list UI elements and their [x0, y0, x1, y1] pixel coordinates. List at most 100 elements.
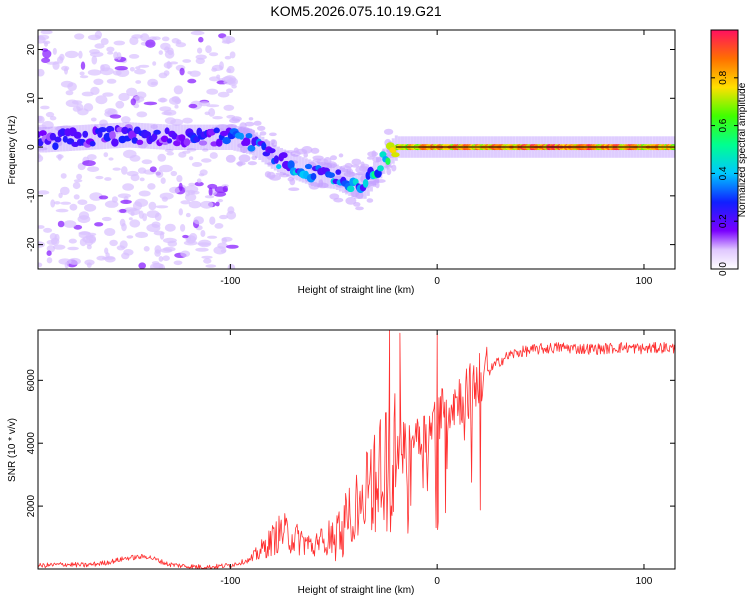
noise-blob — [217, 91, 230, 98]
snr-y-ticks: 2000 4000 6000 — [26, 369, 675, 517]
colorbar-tick-label: 0.6 — [718, 118, 729, 132]
noise-blob — [178, 151, 187, 158]
spectrogram-x-ticks: -100 0 100 — [220, 30, 653, 287]
noise-blob — [182, 59, 192, 63]
ridge-core — [82, 130, 89, 138]
snr-x-ticks: -100 0 100 — [220, 330, 653, 587]
noise-blob — [100, 38, 109, 45]
ridge-core — [183, 138, 191, 147]
noise-blob — [57, 154, 62, 161]
noise-blob — [150, 124, 158, 129]
noise-blob — [130, 174, 140, 182]
ridge-halo — [211, 124, 215, 150]
noise-blob — [138, 190, 151, 197]
ridge-core — [121, 126, 129, 135]
noise-blob — [158, 72, 168, 79]
noise-blob — [188, 200, 202, 209]
noise-blob — [203, 258, 212, 264]
x-tick-label: 0 — [434, 576, 440, 587]
noise-blob — [64, 50, 79, 59]
noise-blob — [41, 121, 54, 130]
noise-blob — [150, 81, 158, 86]
noise-blob — [106, 78, 117, 84]
noise-blob — [351, 158, 362, 166]
noise-blob — [371, 180, 379, 186]
ridge-core — [39, 130, 47, 137]
noise-blob — [120, 199, 132, 204]
noise-blob — [58, 258, 72, 265]
noise-blob — [76, 173, 83, 180]
ridge-halo — [311, 160, 314, 186]
noise-blob — [384, 165, 393, 169]
noise-blob — [59, 186, 70, 196]
noise-blob — [45, 111, 55, 118]
noise-blob — [104, 177, 112, 181]
noise-blob — [253, 120, 262, 126]
colorbar-label: Normalized spectral amplitude — [737, 82, 748, 217]
snr-series — [38, 330, 675, 569]
y-tick-label: 10 — [26, 92, 37, 104]
ridge-halo — [118, 122, 122, 149]
noise-blob — [163, 61, 173, 69]
noise-blob — [227, 206, 235, 214]
noise-blob — [290, 150, 301, 157]
noise-blob — [149, 166, 157, 173]
noise-blob — [175, 42, 187, 48]
noise-blob — [219, 61, 224, 71]
ridge-core — [89, 140, 96, 147]
noise-blob — [231, 116, 242, 122]
ridge-core — [245, 133, 253, 139]
ridge-core — [385, 157, 391, 165]
noise-blob — [160, 248, 173, 253]
noise-blob — [178, 182, 183, 192]
noise-blob — [251, 155, 258, 160]
ridge-halo — [314, 161, 318, 187]
noise-blob — [77, 199, 88, 205]
spectrogram-noise — [38, 30, 398, 269]
noise-blob — [189, 70, 201, 77]
noise-blob — [73, 224, 83, 230]
noise-blob — [106, 46, 115, 53]
noise-blob — [158, 264, 166, 269]
noise-blob — [200, 230, 206, 237]
noise-blob — [60, 173, 67, 179]
noise-blob — [68, 257, 81, 265]
noise-blob — [209, 76, 221, 82]
noise-blob — [231, 84, 237, 89]
y-tick-label: -20 — [26, 237, 37, 252]
noise-blob — [201, 255, 213, 259]
noise-blob — [206, 104, 220, 108]
noise-blob — [40, 30, 53, 35]
noise-blob — [344, 162, 353, 169]
y-tick-label: 6000 — [26, 369, 37, 392]
noise-blob — [187, 78, 197, 84]
ridge-core — [310, 173, 317, 180]
noise-blob — [215, 201, 220, 207]
spectrogram-ridge — [38, 122, 675, 199]
noise-blob — [197, 47, 203, 54]
noise-blob — [57, 220, 65, 228]
noise-blob — [38, 147, 48, 151]
ridge-core — [267, 148, 276, 154]
noise-blob — [204, 195, 215, 199]
noise-blob — [118, 92, 130, 102]
noise-blob — [94, 30, 102, 39]
noise-blob — [195, 57, 205, 65]
noise-blob — [224, 55, 232, 60]
noise-blob — [78, 231, 92, 239]
noise-blob — [196, 178, 202, 184]
ridge-core — [391, 152, 400, 158]
noise-blob — [383, 128, 394, 135]
noise-blob — [205, 45, 212, 54]
noise-blob — [179, 67, 185, 76]
noise-blob — [208, 187, 213, 196]
noise-blob — [50, 199, 56, 208]
noise-blob — [198, 36, 204, 43]
noise-blob — [188, 103, 198, 109]
ridge-core — [128, 130, 137, 140]
noise-blob — [367, 151, 378, 157]
noise-blob — [78, 50, 83, 59]
ridge-halo — [295, 155, 299, 181]
noise-blob — [355, 206, 364, 211]
